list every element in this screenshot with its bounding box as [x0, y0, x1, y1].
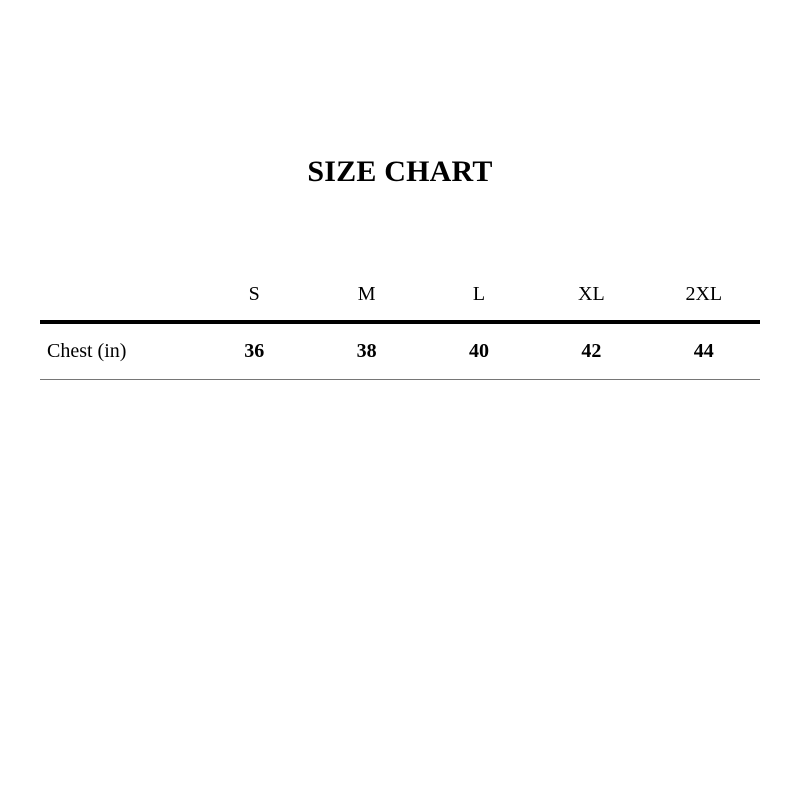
chest-value-m: 38: [310, 322, 423, 380]
header-size-l: L: [422, 268, 536, 324]
chest-value-s: 36: [198, 322, 311, 380]
page-title: SIZE CHART: [307, 155, 493, 188]
chest-value-xl: 42: [535, 322, 648, 380]
chest-value-l: 40: [422, 322, 536, 380]
header-size-2xl: 2XL: [647, 268, 760, 324]
header-size-xl: XL: [535, 268, 648, 324]
header-size-m: M: [310, 268, 423, 324]
row-label-chest: Chest (in): [40, 322, 198, 380]
table-row-chest: Chest (in) 36 38 40 42 44: [40, 322, 760, 380]
chest-value-2xl: 44: [647, 322, 760, 380]
header-corner-cell: [40, 268, 198, 324]
size-header-row: S M L XL 2XL: [40, 268, 760, 324]
header-size-s: S: [198, 268, 311, 324]
size-chart-table: S M L XL 2XL Chest (in) 36 38 40 42 44: [40, 268, 760, 380]
